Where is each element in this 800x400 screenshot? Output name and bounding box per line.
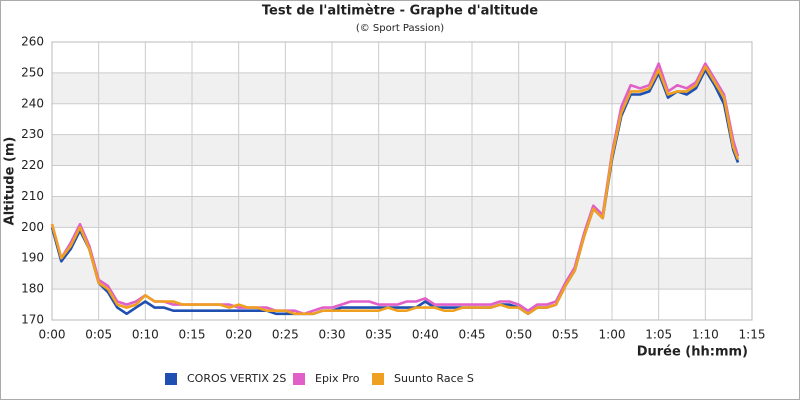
x-tick-label: 0:00: [39, 328, 66, 342]
x-tick-label: 0:55: [552, 328, 579, 342]
chart-subtitle: (© Sport Passion): [356, 23, 444, 34]
x-tick-label: 1:05: [645, 328, 672, 342]
legend-label: Epix Pro: [315, 372, 360, 385]
chart-title: Test de l'altimètre - Graphe d'altitude: [262, 4, 538, 19]
series-line: [50, 65, 740, 316]
x-tick-label: 0:30: [319, 328, 346, 342]
legend-swatch: [293, 373, 305, 385]
grid-band: [52, 258, 752, 290]
grid-band: [52, 134, 752, 166]
x-tick-label: 0:10: [132, 328, 159, 342]
x-tick-label: 0:25: [272, 328, 299, 342]
y-tick-label: 230: [21, 127, 44, 141]
grid-band: [52, 72, 752, 104]
grid-band: [52, 196, 752, 228]
y-tick-label: 240: [21, 96, 44, 110]
x-tick-label: 1:15: [739, 328, 766, 342]
x-tick-label: 0:35: [365, 328, 392, 342]
legend-label: Suunto Race S: [394, 372, 474, 385]
x-axis-label: Durée (hh:mm): [637, 345, 748, 360]
x-tick-label: 1:10: [692, 328, 719, 342]
y-tick-label: 250: [21, 65, 44, 79]
y-axis-label: Altitude (m): [3, 137, 18, 226]
y-tick-label: 200: [21, 220, 44, 234]
y-tick-label: 190: [21, 251, 44, 265]
legend-label: COROS VERTIX 2S: [187, 372, 286, 385]
x-tick-label: 0:20: [225, 328, 252, 342]
plot-border: [51, 41, 753, 321]
x-tick-label: 1:00: [599, 328, 626, 342]
legend-swatch: [372, 373, 384, 385]
y-tick-label: 220: [21, 158, 44, 172]
y-tick-label: 170: [21, 313, 44, 327]
x-tick-label: 0:05: [85, 328, 112, 342]
x-tick-label: 0:45: [459, 328, 486, 342]
x-tick-label: 0:40: [412, 328, 439, 342]
y-tick-label: 260: [21, 35, 44, 49]
x-tick-label: 0:50: [505, 328, 532, 342]
x-tick-label: 0:15: [179, 328, 206, 342]
legend-swatch: [165, 373, 177, 385]
y-tick-label: 180: [21, 282, 44, 296]
y-tick-label: 210: [21, 189, 44, 203]
